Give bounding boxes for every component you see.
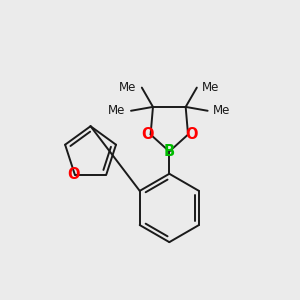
Text: Me: Me: [119, 81, 136, 94]
Text: Me: Me: [202, 81, 220, 94]
Text: Me: Me: [213, 104, 230, 117]
Text: B: B: [164, 144, 175, 159]
Text: O: O: [141, 127, 154, 142]
Text: Me: Me: [108, 104, 126, 117]
Text: O: O: [67, 167, 80, 182]
Text: O: O: [185, 127, 197, 142]
